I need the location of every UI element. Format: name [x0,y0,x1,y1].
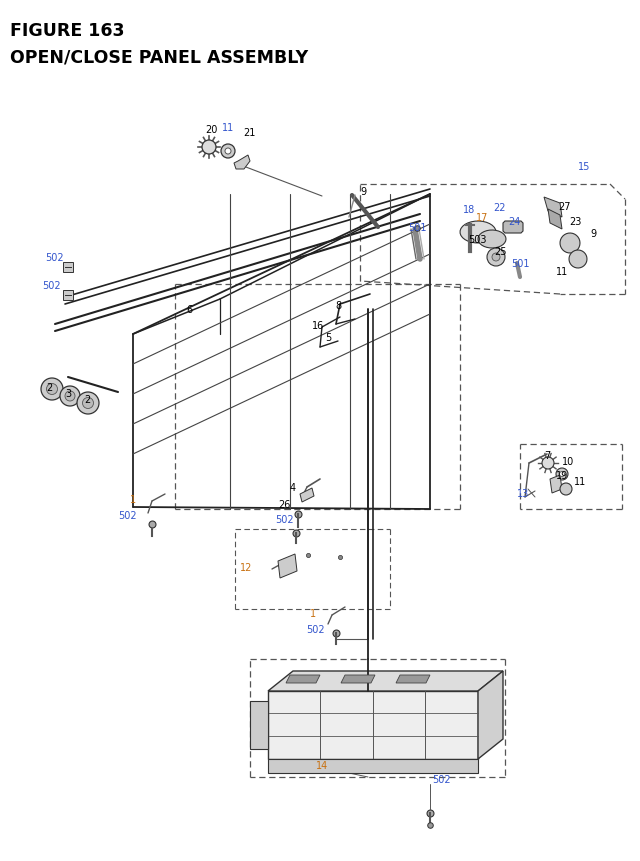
Polygon shape [250,701,268,749]
Text: 27: 27 [558,201,570,212]
Text: 1: 1 [130,494,136,505]
Circle shape [47,384,58,395]
Text: 501: 501 [511,258,529,269]
Text: 18: 18 [463,205,476,214]
Polygon shape [268,672,503,691]
Text: 23: 23 [569,217,581,226]
Text: 11: 11 [556,267,568,276]
Polygon shape [234,156,250,170]
Text: 502: 502 [45,253,63,263]
Text: 4: 4 [290,482,296,492]
Polygon shape [550,475,562,493]
Polygon shape [341,675,375,684]
Text: 17: 17 [476,213,488,223]
Polygon shape [560,233,580,254]
Polygon shape [268,759,478,773]
Text: 502: 502 [118,511,136,520]
Circle shape [221,145,235,158]
Text: 12: 12 [240,562,252,573]
Text: 21: 21 [243,127,255,138]
Polygon shape [300,488,314,503]
Text: 24: 24 [508,217,520,226]
Polygon shape [278,554,297,579]
Circle shape [202,141,216,155]
Text: 502: 502 [42,281,61,291]
Text: 15: 15 [578,162,590,172]
Circle shape [60,387,80,406]
Polygon shape [268,691,478,759]
Circle shape [83,398,93,409]
Polygon shape [460,222,496,244]
Circle shape [559,472,564,477]
Text: 7: 7 [544,450,550,461]
Polygon shape [286,675,320,684]
Text: 9: 9 [590,229,596,238]
Text: 20: 20 [205,125,218,135]
Polygon shape [548,210,562,230]
Circle shape [560,483,572,495]
Text: 8: 8 [335,300,341,311]
Text: 11: 11 [574,476,586,486]
Text: 502: 502 [275,514,294,524]
Text: 501: 501 [408,223,426,232]
Text: 2: 2 [46,382,52,393]
Polygon shape [544,198,562,218]
Text: 9: 9 [360,187,366,197]
Text: 1: 1 [310,608,316,618]
Text: 25: 25 [494,247,506,257]
Text: 6: 6 [186,305,192,314]
Polygon shape [478,672,503,759]
Text: 13: 13 [517,488,529,499]
Polygon shape [503,222,523,233]
Text: 11: 11 [222,123,234,133]
Polygon shape [63,291,73,300]
Polygon shape [478,231,506,249]
Circle shape [65,392,75,401]
Circle shape [225,149,231,155]
Text: 10: 10 [562,456,574,467]
Text: 26: 26 [278,499,291,510]
Circle shape [77,393,99,414]
Text: 16: 16 [312,320,324,331]
Circle shape [492,254,500,262]
Text: 2: 2 [84,394,90,405]
Text: OPEN/CLOSE PANEL ASSEMBLY: OPEN/CLOSE PANEL ASSEMBLY [10,48,308,66]
Text: 22: 22 [493,202,506,213]
Text: 3: 3 [65,388,71,399]
Text: 503: 503 [468,235,486,245]
Text: 19: 19 [556,470,568,480]
Text: 502: 502 [306,624,324,635]
Text: 502: 502 [432,774,451,784]
Text: FIGURE 163: FIGURE 163 [10,22,125,40]
Polygon shape [63,263,73,273]
Text: 5: 5 [325,332,332,343]
Circle shape [556,468,568,480]
Circle shape [41,379,63,400]
Polygon shape [569,251,587,269]
Polygon shape [396,675,430,684]
Circle shape [487,249,505,267]
Circle shape [542,457,554,469]
Text: 14: 14 [316,760,328,770]
